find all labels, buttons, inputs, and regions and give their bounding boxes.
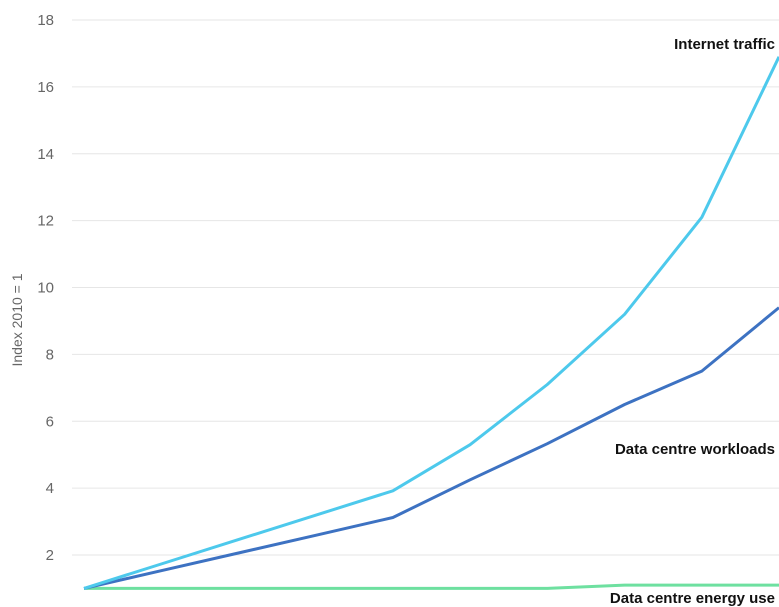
y-tick-label: 10 [37,280,54,297]
y-tick-label: 4 [46,480,54,497]
y-tick-label: 8 [46,346,54,363]
y-tick-label: 6 [46,413,54,430]
y-tick-label: 12 [37,213,54,230]
y-tick-label: 2 [46,547,54,564]
y-axis-ticks: 2 4 6 8 10 12 14 16 18 [37,12,54,564]
y-tick-label: 16 [37,79,54,96]
y-tick-label: 18 [37,12,54,29]
series-label-data-centre-energy-use: Data centre energy use [610,590,775,607]
series-lines [83,56,779,590]
gridlines [72,19,779,556]
series-line-data-centre-energy-use [84,583,779,590]
series-label-data-centre-workloads: Data centre workloads [615,441,775,458]
y-tick-label: 14 [37,146,54,163]
y-axis-title: Index 2010 = 1 [9,273,25,366]
series-labels: Internet traffic Data centre workloads Dat… [610,36,775,607]
series-line-data-centre-workloads [83,306,779,590]
series-label-internet-traffic: Internet traffic [674,36,775,53]
series-line-internet-traffic [83,56,779,590]
